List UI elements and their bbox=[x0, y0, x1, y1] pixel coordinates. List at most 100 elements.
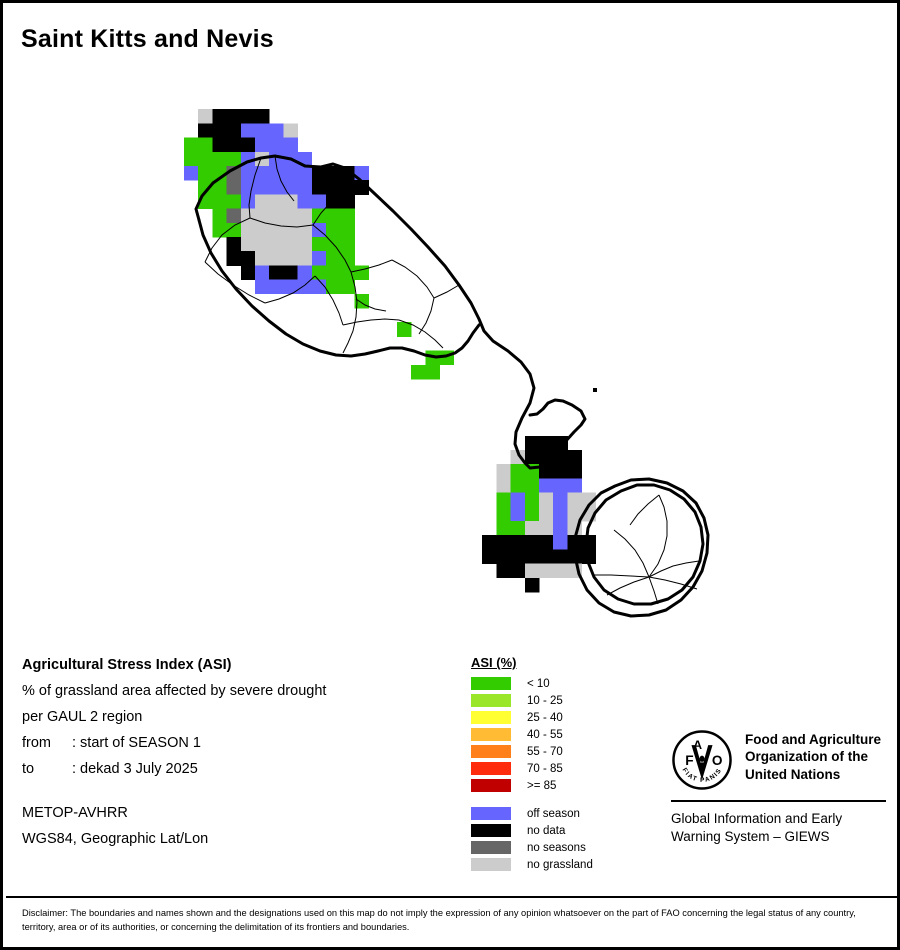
asi-cell-nograss bbox=[283, 123, 298, 138]
asi-cell-nodata bbox=[553, 435, 568, 451]
asi-cell-nodata bbox=[496, 549, 511, 564]
legend-class-label: 40 - 55 bbox=[527, 728, 563, 741]
asi-cell-offseason bbox=[240, 194, 256, 209]
asi-cell-nodata bbox=[240, 265, 256, 280]
asi-cell-offseason bbox=[255, 180, 270, 195]
asi-cell-offseason bbox=[269, 180, 284, 195]
asi-cell-green bbox=[326, 222, 341, 238]
asi-cell-nograss bbox=[240, 208, 256, 224]
asi-cell-nodata bbox=[240, 137, 256, 153]
asi-cell-green bbox=[198, 180, 213, 195]
asi-cell-nograss bbox=[283, 237, 298, 252]
legend-special-swatch bbox=[471, 858, 511, 871]
asi-cell-nograss bbox=[496, 478, 511, 493]
asi-cell-offseason bbox=[297, 180, 313, 195]
asi-cell-nodata bbox=[581, 549, 597, 564]
admin-boundary-kitts-16 bbox=[274, 155, 295, 202]
asi-cell-offseason bbox=[255, 123, 270, 138]
asi-cell-green bbox=[340, 279, 355, 295]
legend-special-row: no data bbox=[471, 822, 593, 839]
legend-class-row: 10 - 25 bbox=[471, 692, 593, 709]
asi-cell-nodata bbox=[283, 265, 298, 280]
admin-boundary-nevis-7 bbox=[629, 494, 660, 526]
asi-cell-green bbox=[311, 237, 327, 252]
legend-class-swatch bbox=[471, 762, 511, 775]
asi-cell-nodata bbox=[524, 549, 540, 564]
svg-text:A: A bbox=[693, 738, 702, 752]
map-info-block: Agricultural Stress Index (ASI) % of gra… bbox=[22, 658, 442, 858]
fao-branding-block: F A O FIAT PANIS Food and Agriculture Or… bbox=[671, 729, 886, 845]
asi-cell-green bbox=[340, 251, 355, 266]
asi-cell-nodata bbox=[524, 435, 540, 451]
coastline-nevis-outer bbox=[573, 477, 710, 618]
asi-cell-green bbox=[397, 322, 412, 337]
asi-cell-offseason bbox=[283, 166, 298, 181]
asi-cell-green bbox=[524, 506, 540, 522]
legend-class-row: 25 - 40 bbox=[471, 709, 593, 726]
fao-org-line-3: United Nations bbox=[745, 766, 841, 782]
asi-cell-offseason bbox=[311, 279, 327, 295]
legend-special-row: no grassland bbox=[471, 856, 593, 873]
legend-special-label: no data bbox=[527, 824, 566, 837]
asi-map-svg[interactable] bbox=[3, 63, 897, 623]
asi-cell-nograss bbox=[283, 251, 298, 266]
info-from-label: from bbox=[22, 735, 51, 751]
asi-cell-nodata bbox=[212, 123, 227, 138]
admin-boundary-kitts-7 bbox=[350, 259, 393, 273]
asi-cell-green bbox=[212, 151, 227, 167]
asi-cell-nodata bbox=[226, 251, 242, 266]
asi-cell-nograss bbox=[283, 222, 298, 238]
info-heading: Agricultural Stress Index (ASI) bbox=[22, 657, 232, 673]
admin-boundary-kitts-9 bbox=[398, 319, 444, 349]
asi-cell-nodata bbox=[510, 563, 526, 579]
asi-cell-green bbox=[496, 506, 511, 522]
asi-cell-offseason bbox=[255, 265, 270, 280]
legend-special-swatch bbox=[471, 807, 511, 820]
fao-divider bbox=[671, 800, 886, 802]
asi-cell-offseason bbox=[297, 279, 313, 295]
asi-cell-green bbox=[510, 521, 526, 536]
info-from-row: from: start of SEASON 1 bbox=[22, 736, 442, 762]
asi-cell-green bbox=[326, 279, 341, 295]
legend-spacer bbox=[471, 794, 593, 805]
asi-cell-green bbox=[326, 251, 341, 266]
asi-cell-nodata bbox=[539, 464, 554, 479]
giews-line-2: Warning System – GIEWS bbox=[671, 828, 830, 844]
asi-cell-nodata bbox=[496, 535, 511, 550]
asi-cell-nodata bbox=[524, 450, 540, 465]
asi-cell-green bbox=[184, 151, 199, 167]
asi-cell-nodata bbox=[226, 109, 242, 124]
asi-cell-nograss bbox=[255, 222, 270, 238]
asi-cell-offseason bbox=[240, 180, 256, 195]
legend-class-swatch bbox=[471, 677, 511, 690]
asi-cell-green bbox=[326, 208, 341, 224]
asi-cell-nograss bbox=[297, 208, 313, 224]
asi-cell-offseason bbox=[269, 137, 284, 153]
asi-cell-nodata bbox=[496, 563, 511, 579]
asi-cell-nodata bbox=[326, 166, 341, 181]
disclaimer-text: Disclaimer: The boundaries and names sho… bbox=[22, 908, 856, 933]
asi-cell-nograss bbox=[539, 563, 554, 579]
asi-cell-offseason bbox=[255, 166, 270, 181]
asi-cell-green bbox=[354, 265, 369, 280]
asi-cell-nodata bbox=[482, 535, 497, 550]
asi-cell-nograss bbox=[255, 237, 270, 252]
asi-cell-nodata bbox=[510, 549, 526, 564]
asi-cell-green bbox=[311, 265, 327, 280]
legend-class-label: < 10 bbox=[527, 677, 550, 690]
fao-logo-icon: F A O FIAT PANIS bbox=[672, 730, 732, 790]
map-canvas[interactable] bbox=[3, 63, 897, 623]
legend-special-label: no grassland bbox=[527, 858, 593, 871]
legend-class-swatch bbox=[471, 711, 511, 724]
info-to-label: to bbox=[22, 761, 35, 777]
legend-class-row: 40 - 55 bbox=[471, 726, 593, 743]
asi-cell-nodata bbox=[539, 435, 554, 451]
admin-boundary-kitts-1 bbox=[249, 217, 314, 228]
asi-cell-nograss bbox=[283, 194, 298, 209]
asi-cell-nograss bbox=[297, 251, 313, 266]
admin-boundary-kitts-2 bbox=[312, 224, 352, 273]
asi-cell-green bbox=[340, 222, 355, 238]
legend-class-swatch bbox=[471, 694, 511, 707]
asi-cell-offseason bbox=[567, 478, 582, 493]
asi-cell-offseason bbox=[311, 251, 327, 266]
